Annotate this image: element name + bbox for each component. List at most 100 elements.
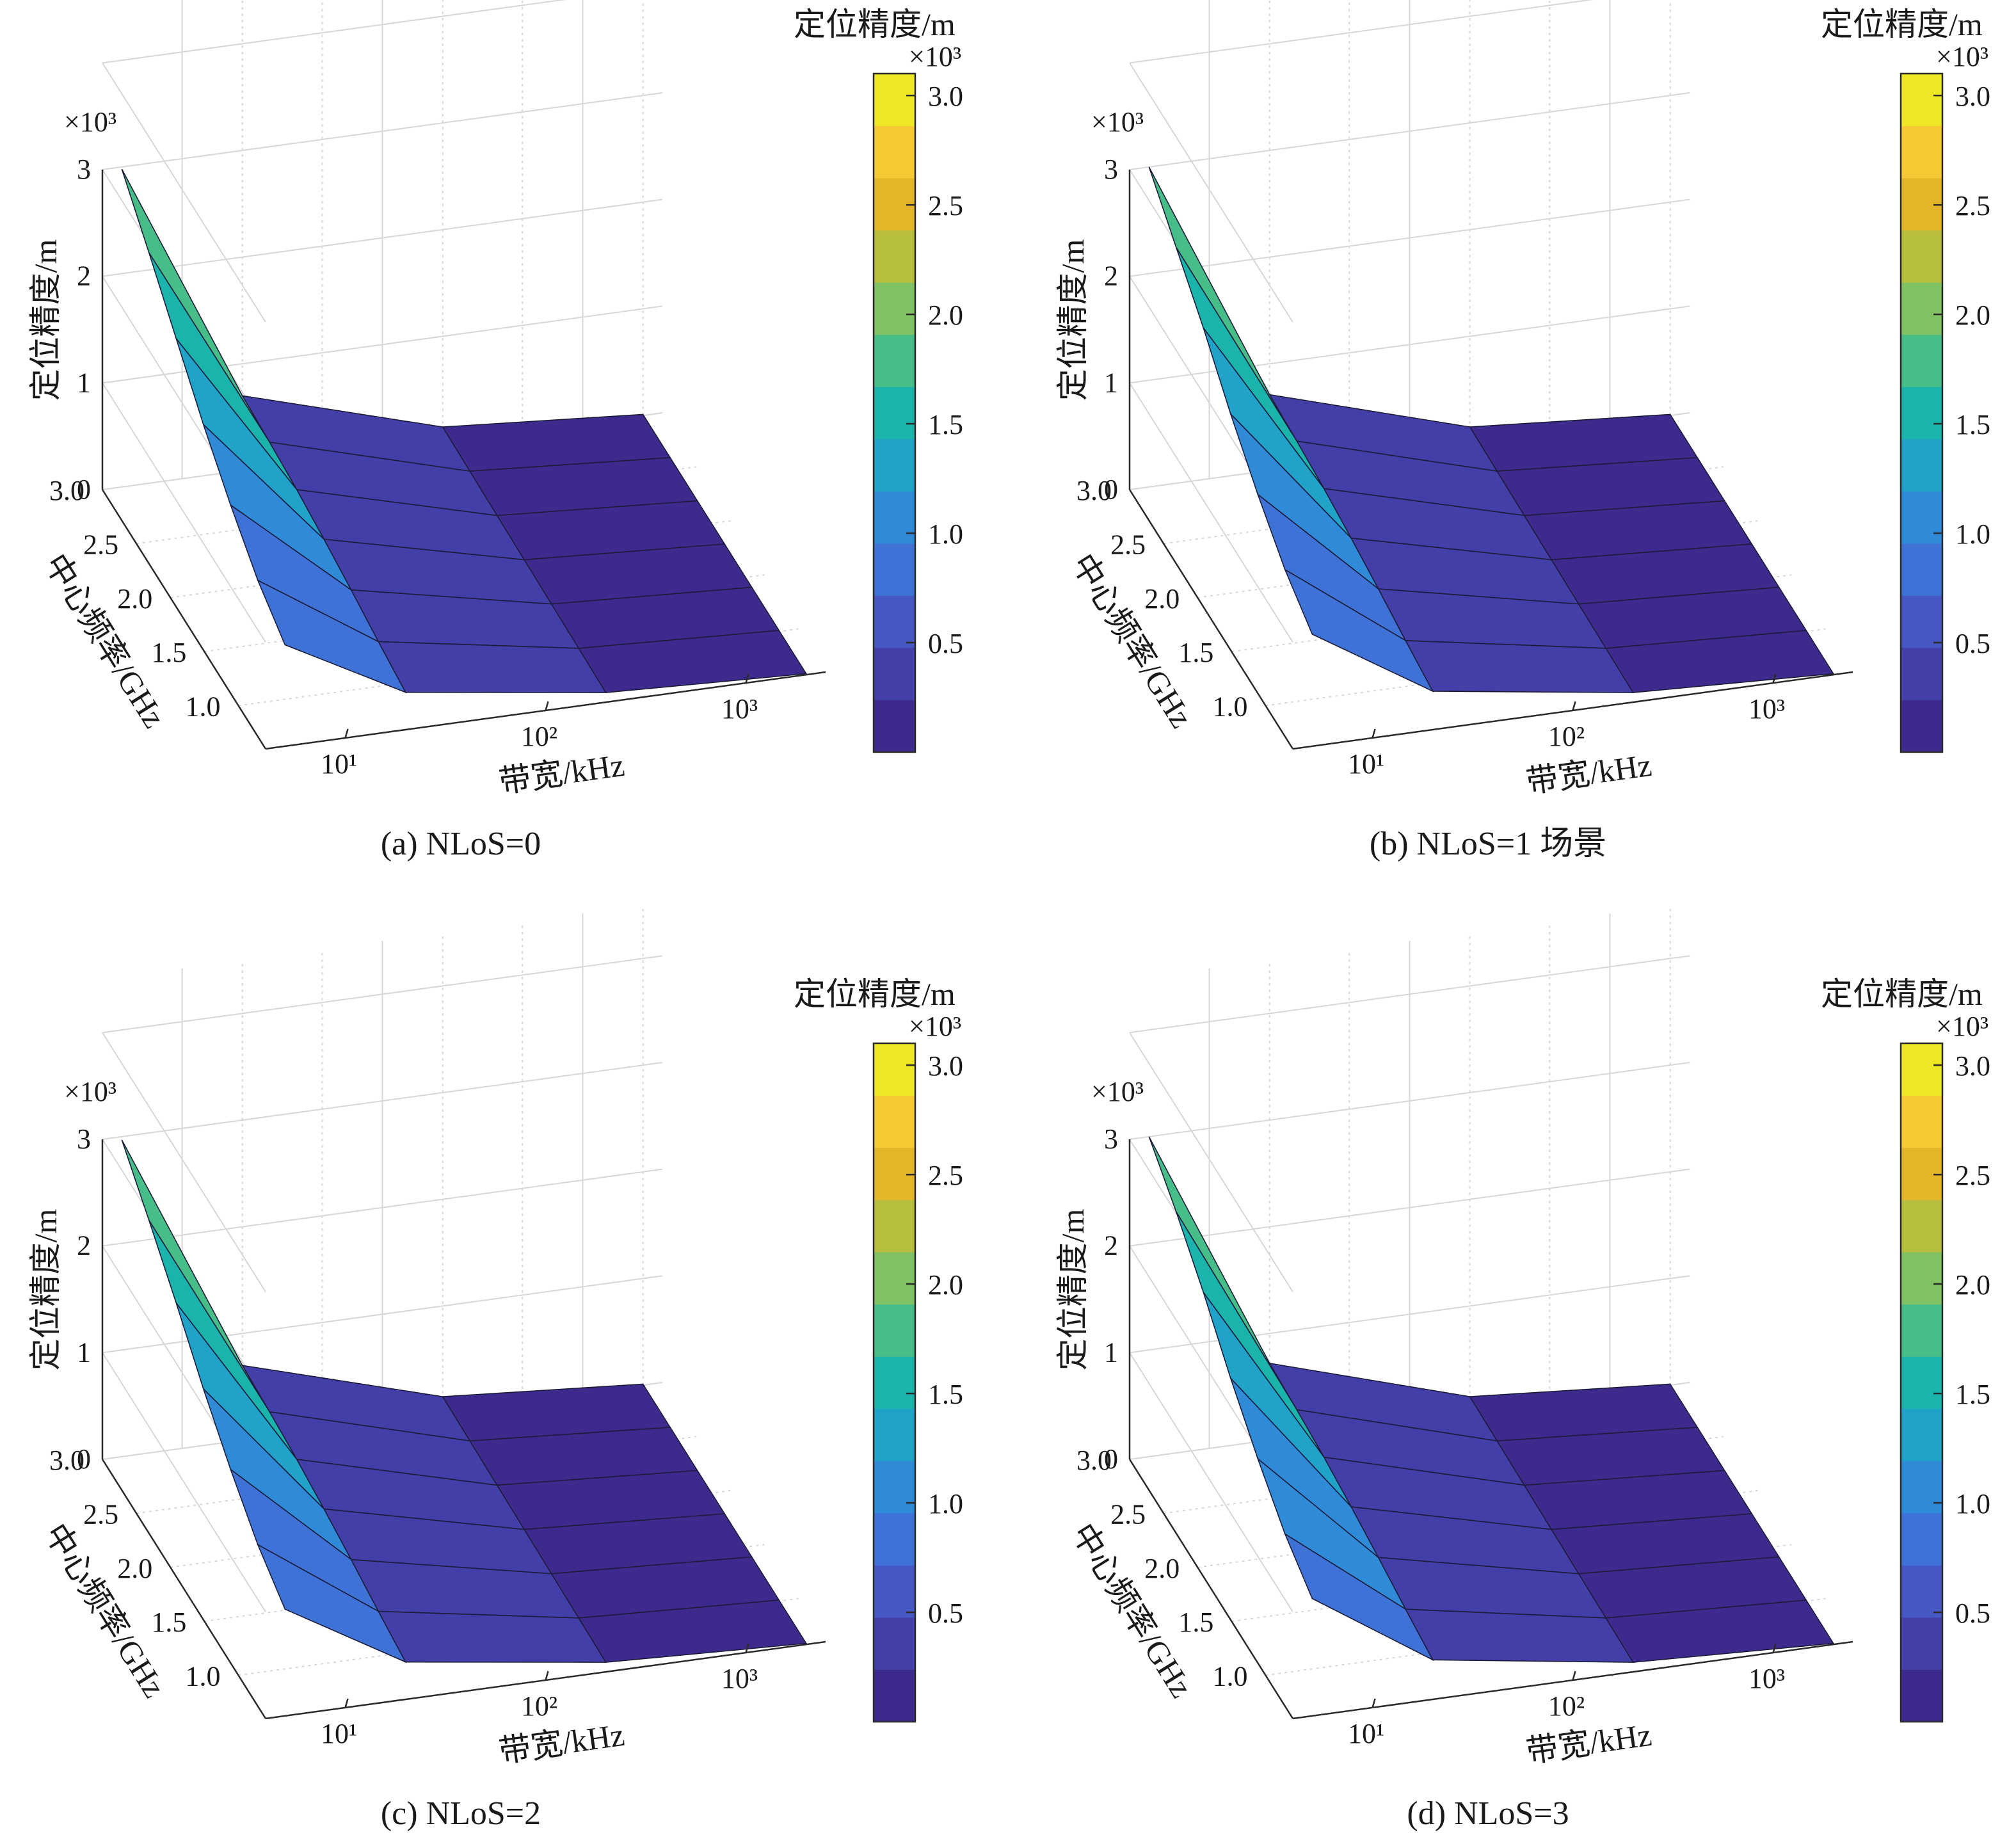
- z-tick-label: 0: [77, 474, 91, 505]
- colorbar-band: [874, 1043, 915, 1096]
- x-tick: [1572, 701, 1576, 711]
- colorbar-frame: [1900, 72, 1944, 753]
- x-tick: [545, 701, 549, 711]
- surface-patch: [577, 630, 808, 693]
- colorbar-band: [1901, 595, 1942, 648]
- colorbar-tick-label: 3.0: [928, 81, 963, 112]
- y-tick-label: 3.0: [49, 1445, 84, 1476]
- colorbar-tick-label: 1.5: [1955, 409, 1990, 440]
- colorbar-band: [874, 543, 915, 596]
- y-tick-label: 1.0: [1213, 691, 1248, 723]
- x-tick-label: 10²: [1548, 721, 1585, 752]
- colorbar-band: [874, 334, 915, 387]
- z-axis-label: 定位精度/m: [28, 1209, 63, 1371]
- colorbar-exponent: ×10³: [909, 41, 961, 72]
- y-tick-label: 2.5: [83, 1498, 118, 1530]
- panel-caption: (d) NLoS=3: [1407, 1795, 1569, 1832]
- colorbar-band: [1901, 1252, 1942, 1305]
- y-axis-line: [1128, 1459, 1294, 1719]
- colorbar-band: [874, 1461, 915, 1514]
- colorbar-tick-label: 1.5: [928, 409, 963, 440]
- colorbar-tick-label: 1.0: [928, 518, 963, 550]
- z-tick-label: 2: [77, 1230, 91, 1262]
- y-tick-label: 1.5: [1178, 1607, 1213, 1638]
- z-exponent: ×10³: [64, 1076, 116, 1107]
- colorbar-exponent: ×10³: [909, 1011, 961, 1042]
- colorbar-label: 定位精度/m: [794, 976, 956, 1012]
- x-tick: [1572, 1671, 1576, 1681]
- colorbar-band: [1901, 1669, 1942, 1722]
- colorbar-band: [874, 1408, 915, 1461]
- x-tick-label: 10¹: [321, 748, 357, 780]
- y-tick-label: 1.0: [186, 1661, 221, 1692]
- surface: [121, 168, 808, 694]
- colorbar-tick-label: 1.0: [1955, 518, 1990, 550]
- x-tick-label: 10³: [721, 1663, 758, 1694]
- surface-patch: [577, 1599, 808, 1663]
- colorbar-tick-label: 3.0: [1955, 81, 1990, 112]
- x-tick: [1372, 1698, 1376, 1708]
- colorbar-tick-label: 2.5: [1955, 1160, 1990, 1191]
- colorbar-tick-label: 0.5: [928, 628, 963, 659]
- colorbar-band: [874, 491, 915, 544]
- x-axis-label: 带宽/kHz: [497, 747, 627, 800]
- y-tick-label: 2.5: [83, 529, 118, 560]
- surface-patch: [377, 1610, 607, 1663]
- x-tick-label: 10²: [521, 1690, 557, 1722]
- x-axis-label: 带宽/kHz: [497, 1717, 627, 1770]
- colorbar-band: [874, 1669, 915, 1722]
- colorbar-tick-label: 2.0: [928, 300, 963, 331]
- y-tick-label: 3.0: [1076, 1445, 1112, 1476]
- y-tick-label: 1.5: [151, 1607, 186, 1638]
- panel-caption: (c) NLoS=2: [381, 1795, 541, 1832]
- colorbar-band: [1901, 700, 1942, 753]
- surface: [1148, 166, 1835, 693]
- x-tick: [1372, 728, 1376, 739]
- colorbar-band: [874, 230, 915, 283]
- z-tick-label: 1: [77, 1336, 91, 1368]
- x-tick-label: 10³: [1748, 693, 1785, 725]
- y-tick-label: 1.5: [1178, 637, 1213, 668]
- colorbar-band: [1901, 125, 1942, 179]
- colorbar-band: [1901, 647, 1942, 700]
- x-tick-label: 10¹: [1348, 1718, 1384, 1749]
- colorbar-frame: [1900, 1042, 1944, 1723]
- colorbar-label: 定位精度/m: [1821, 976, 1983, 1012]
- colorbar-band: [874, 74, 915, 127]
- colorbar-band: [1901, 282, 1942, 335]
- colorbar-band: [874, 1304, 915, 1357]
- colorbar-tick-label: 2.0: [1955, 300, 1990, 331]
- z-tick-label: 3: [77, 154, 91, 185]
- colorbar-tick-label: 2.5: [928, 1160, 963, 1191]
- panel-caption: (b) NLoS=1 场景: [1370, 826, 1606, 862]
- colorbar-tick-label: 1.5: [1955, 1379, 1990, 1410]
- colorbar-band: [1901, 1617, 1942, 1670]
- z-tick-label: 3: [1104, 1123, 1118, 1155]
- colorbar-band: [874, 1095, 915, 1148]
- panel-d: 10¹10²10³1.01.52.02.53.00123×10³带宽/kHz中心…: [1055, 905, 1990, 1832]
- z-tick-label: 3: [77, 1123, 91, 1155]
- surface-patch: [377, 641, 607, 693]
- colorbar-band: [874, 387, 915, 440]
- colorbar-tick-label: 2.0: [928, 1269, 963, 1301]
- z-tick-label: 2: [77, 261, 91, 292]
- x-tick-label: 10²: [521, 721, 557, 752]
- x-tick: [344, 728, 349, 739]
- surface-patch: [1604, 630, 1835, 693]
- x-tick: [1772, 673, 1777, 684]
- colorbar-tick-label: 0.5: [1955, 628, 1990, 659]
- colorbar-exponent: ×10³: [1936, 41, 1988, 72]
- colorbar-tick-label: 1.5: [928, 1379, 963, 1410]
- panel-caption: (a) NLoS=0: [381, 826, 541, 862]
- colorbar-tick-label: 2.5: [928, 190, 963, 221]
- colorbar-tick-label: 2.5: [1955, 190, 1990, 221]
- surface-patch: [1604, 1599, 1835, 1663]
- y-tick-label: 2.0: [117, 583, 152, 614]
- panel-b: 10¹10²10³1.01.52.02.53.00123×10³带宽/kHz中心…: [1055, 0, 1990, 862]
- z-tick-label: 3: [1104, 154, 1118, 185]
- y-tick-label: 3.0: [1076, 475, 1112, 506]
- colorbar-band: [1901, 1408, 1942, 1461]
